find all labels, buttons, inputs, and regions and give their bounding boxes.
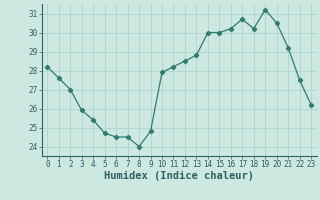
X-axis label: Humidex (Indice chaleur): Humidex (Indice chaleur): [104, 171, 254, 181]
